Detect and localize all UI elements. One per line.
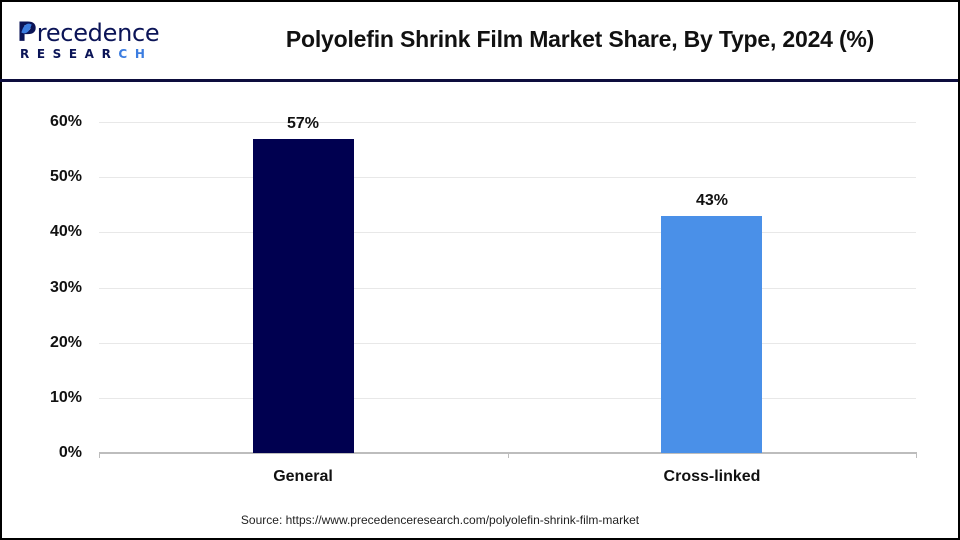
- bar-cross-linked: [661, 216, 762, 453]
- source-note: Source: https://www.precedenceresearch.c…: [240, 513, 640, 527]
- y-axis-tick-label: 20%: [49, 334, 82, 351]
- bar-general: [253, 139, 354, 453]
- gridline: [99, 343, 916, 344]
- bar-value-label: 57%: [286, 115, 320, 132]
- y-axis-tick-label: 60%: [49, 113, 82, 130]
- logo-wordmark: recedence: [36, 19, 160, 47]
- x-axis-tick: [99, 452, 100, 458]
- logo-letter-p: P: [17, 19, 37, 46]
- x-axis-tick: [916, 452, 917, 458]
- precedence-research-logo: P recedence RESEARCH: [17, 19, 160, 62]
- x-axis-tick: [508, 452, 509, 458]
- y-axis-tick-label: 40%: [49, 223, 82, 240]
- gridline: [99, 288, 916, 289]
- chart-title: Polyolefin Shrink Film Market Share, By …: [285, 26, 875, 52]
- logo-subtitle: RESEARCH: [20, 47, 153, 61]
- y-axis-tick-label: 0%: [58, 444, 82, 461]
- bar-value-label: 43%: [695, 192, 729, 209]
- gridline: [99, 398, 916, 399]
- x-axis-line: [99, 452, 916, 454]
- y-axis-tick-label: 10%: [49, 389, 82, 406]
- gridline: [99, 177, 916, 178]
- gridline: [99, 232, 916, 233]
- gridline: [99, 122, 916, 123]
- y-axis-tick-label: 30%: [49, 279, 82, 296]
- header-divider: [0, 79, 958, 82]
- y-axis-tick-label: 50%: [49, 168, 82, 185]
- x-axis-category-label: Cross-linked: [663, 468, 761, 485]
- x-axis-category-label: General: [273, 468, 333, 485]
